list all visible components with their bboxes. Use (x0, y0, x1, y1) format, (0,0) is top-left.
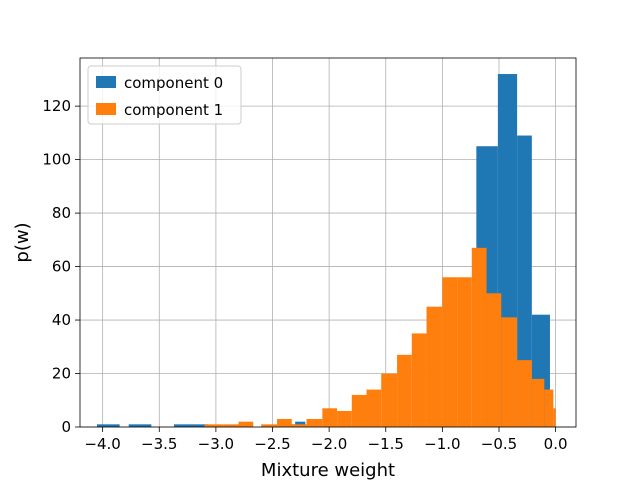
histogram-bar (517, 135, 532, 428)
histogram-bars (96, 74, 556, 428)
histogram-bar (291, 424, 307, 427)
histogram-bar (351, 394, 367, 427)
histogram-bar (531, 378, 545, 427)
y-axis-label: p(w) (12, 222, 33, 262)
histogram-bar (366, 389, 382, 427)
y-tick-label: 80 (52, 204, 71, 222)
plot-frame (79, 57, 577, 428)
legend-swatch (96, 76, 116, 88)
histogram-bar (128, 424, 152, 427)
histogram-bar (457, 277, 472, 427)
legend-label: component 0 (124, 74, 223, 92)
y-tick-label: 0 (61, 418, 71, 436)
histogram-bar (173, 424, 208, 427)
histogram-bar (442, 277, 458, 427)
y-tick-label: 20 (52, 365, 71, 383)
histogram-bar (337, 410, 352, 427)
y-tick-label: 60 (52, 258, 71, 276)
histogram-bar (471, 247, 487, 427)
histogram-bar (306, 418, 323, 427)
histogram-bar (553, 408, 556, 427)
histogram-bar (322, 408, 338, 427)
x-axis-label: Mixture weight (261, 460, 395, 480)
series-1-bars (204, 247, 556, 427)
x-tick-label: −2.0 (311, 435, 347, 453)
histogram-bar (411, 333, 427, 427)
histogram-bar (277, 418, 292, 427)
histogram-bar (238, 421, 254, 427)
y-tick-label: 100 (42, 151, 71, 169)
histogram-bar (544, 389, 554, 427)
legend-box (87, 65, 242, 125)
axis-ticks: −4.0 −3.5 −3.0 −2.5 −2.0 −1.5 −1.0 −0.5 0.0 0 20 40… (42, 97, 567, 453)
histogram-bar (501, 317, 518, 427)
histogram-bar (397, 354, 412, 427)
histogram-bar (426, 306, 443, 427)
histogram-bar (204, 424, 224, 427)
x-tick-label: 0.0 (544, 435, 568, 453)
histogram-bar (486, 293, 502, 427)
legend: component 0 component 1 (87, 65, 242, 125)
x-tick-label: −3.5 (141, 435, 177, 453)
x-tick-label: −3.0 (198, 435, 234, 453)
y-tick-label: 120 (42, 97, 71, 115)
histogram-bar (223, 424, 239, 427)
legend-swatch (96, 103, 116, 115)
histogram-bar (517, 360, 532, 427)
histogram-bar (96, 424, 120, 427)
histogram-bar (261, 424, 278, 427)
x-tick-label: −1.5 (368, 435, 404, 453)
x-tick-label: −1.0 (424, 435, 460, 453)
x-tick-label: −0.5 (481, 435, 517, 453)
x-tick-label: −4.0 (84, 435, 120, 453)
legend-label: component 1 (124, 101, 223, 119)
y-tick-label: 40 (52, 311, 71, 329)
x-tick-label: −2.5 (254, 435, 290, 453)
histogram-bar (381, 373, 398, 427)
